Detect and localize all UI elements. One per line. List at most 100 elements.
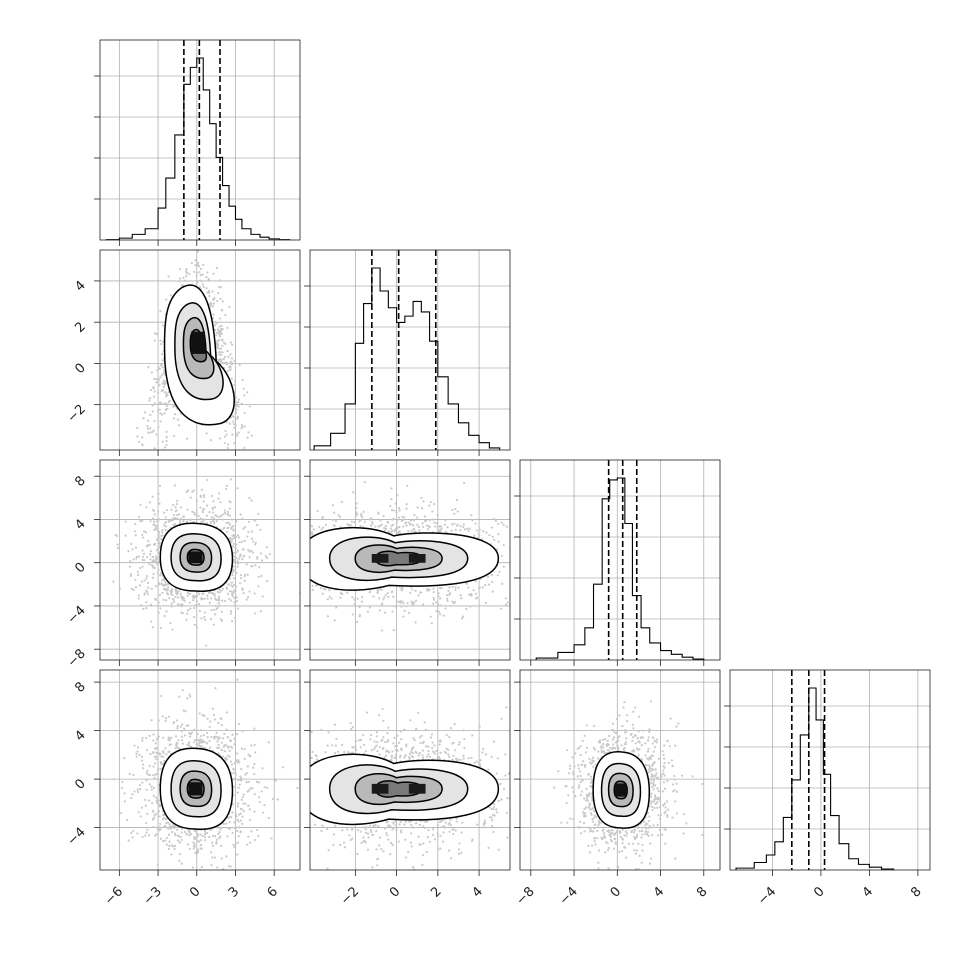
sample-point	[250, 462, 252, 464]
sample-point	[425, 519, 428, 522]
sample-point	[209, 617, 213, 621]
sample-point	[406, 484, 409, 487]
sample-point	[444, 530, 447, 534]
sample-point	[259, 528, 262, 531]
sample-point	[257, 512, 260, 515]
sample-point	[167, 827, 170, 830]
sample-point	[439, 586, 442, 589]
sample-point	[138, 566, 142, 570]
sample-point	[228, 755, 231, 758]
sample-point	[392, 595, 395, 598]
sample-point	[185, 618, 188, 621]
y-tick-label: −4	[65, 603, 89, 627]
sample-point	[245, 598, 248, 601]
sample-point	[233, 601, 236, 604]
sample-point	[307, 547, 309, 549]
sample-point	[160, 342, 163, 346]
sample-point	[225, 530, 229, 534]
sample-point	[360, 512, 363, 515]
sample-point	[230, 363, 234, 366]
sample-point	[262, 598, 264, 600]
sample-point	[150, 457, 152, 459]
sample-point	[423, 515, 426, 518]
sample-point	[172, 417, 176, 420]
sample-point	[250, 565, 253, 568]
sample-point	[408, 611, 411, 615]
sample-point	[121, 786, 124, 790]
sample-point	[236, 549, 240, 552]
sample-point	[154, 597, 157, 600]
sample-point	[235, 520, 238, 523]
sample-point	[137, 573, 140, 576]
sample-point	[167, 520, 170, 523]
sample-point	[152, 773, 155, 777]
sample-point	[149, 558, 152, 561]
sample-point	[490, 573, 493, 577]
sample-point	[149, 550, 152, 553]
sample-point	[192, 847, 195, 850]
sample-point	[149, 552, 152, 556]
sample-point	[151, 564, 154, 568]
sample-point	[148, 501, 152, 504]
sample-point	[215, 266, 219, 270]
x-tick-label: −3	[141, 884, 165, 908]
x-tick-label: 6	[265, 884, 281, 900]
sample-point	[140, 755, 144, 758]
sample-point	[217, 497, 220, 500]
sample-point	[228, 523, 232, 526]
sample-point	[420, 591, 423, 594]
sample-point	[462, 523, 465, 526]
sample-point	[379, 519, 382, 522]
sample-point	[334, 519, 338, 523]
sample-point	[227, 583, 230, 586]
sample-point	[400, 605, 403, 608]
sample-point	[145, 574, 148, 578]
sample-point	[234, 547, 237, 550]
sample-point	[352, 491, 355, 494]
sample-point	[217, 602, 220, 605]
sample-point	[239, 553, 242, 556]
sample-point	[242, 591, 245, 595]
sample-point	[239, 513, 242, 516]
sample-point	[165, 610, 168, 613]
sample-point	[236, 802, 240, 805]
sample-point	[324, 523, 327, 526]
sample-point	[316, 509, 319, 513]
sample-point	[286, 588, 288, 590]
sample-point	[268, 553, 271, 556]
sample-point	[194, 263, 197, 267]
sample-point	[176, 727, 179, 730]
sample-point	[159, 376, 162, 379]
sample-point	[237, 431, 240, 434]
sample-point	[275, 596, 277, 598]
sample-point	[321, 592, 324, 595]
sample-point	[260, 574, 263, 578]
sample-point	[187, 489, 190, 492]
sample-point	[244, 873, 246, 875]
sample-point	[213, 594, 216, 597]
sample-point	[235, 432, 238, 435]
sample-point	[487, 583, 491, 586]
sample-point	[382, 598, 385, 601]
sample-point	[209, 746, 212, 749]
sample-point	[145, 451, 147, 453]
sample-point	[556, 555, 558, 557]
sample-point	[216, 328, 220, 331]
sample-point	[255, 524, 259, 527]
sample-point	[185, 270, 188, 273]
sample-point	[201, 273, 204, 276]
sample-point	[231, 433, 234, 436]
sample-point	[412, 519, 415, 522]
sample-point	[229, 501, 232, 504]
sample-point	[435, 609, 438, 613]
sample-point	[235, 815, 238, 818]
sample-point	[315, 584, 318, 587]
sample-point	[167, 400, 171, 404]
sample-point	[157, 569, 160, 572]
sample-point	[453, 512, 456, 515]
sample-point	[218, 591, 221, 594]
sample-point	[138, 462, 140, 464]
sample-point	[155, 527, 158, 531]
sample-point	[183, 734, 187, 737]
sample-point	[356, 597, 359, 600]
